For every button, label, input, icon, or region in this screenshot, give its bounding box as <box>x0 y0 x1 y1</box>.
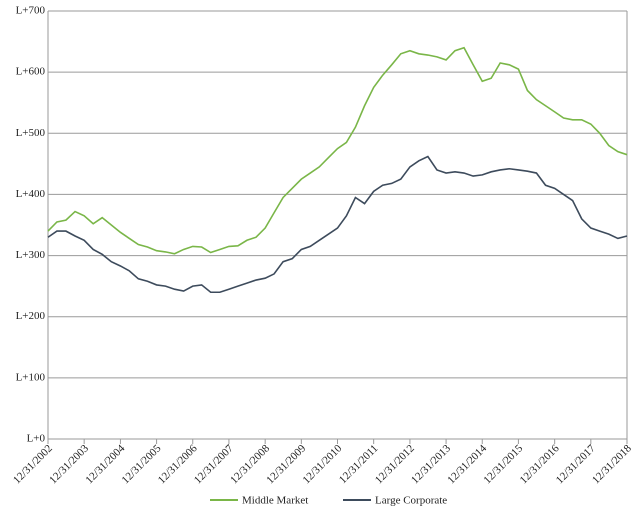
legend-label: Large Corporate <box>375 495 447 507</box>
y-tick-label: L+400 <box>16 188 46 200</box>
y-tick-label: L+100 <box>16 371 46 383</box>
legend-label: Middle Market <box>242 495 308 507</box>
y-tick-label: L+600 <box>16 66 46 78</box>
y-tick-label: L+700 <box>16 5 46 17</box>
y-tick-label: L+500 <box>16 127 46 139</box>
y-tick-label: L+200 <box>16 310 46 322</box>
y-tick-label: L+0 <box>27 433 46 445</box>
y-tick-label: L+300 <box>16 249 46 261</box>
x-tick-label: 12/31/2018 <box>590 442 634 486</box>
series-line <box>47 155 628 294</box>
series-line <box>47 46 628 255</box>
